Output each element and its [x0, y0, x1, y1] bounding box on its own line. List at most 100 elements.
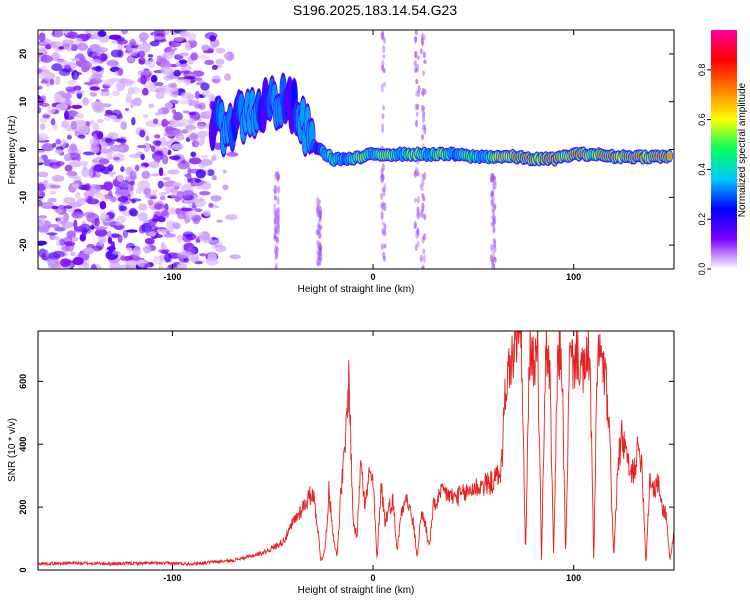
heatmap-noise-cell [164, 30, 169, 36]
heatmap-noise-cell [40, 54, 53, 63]
heatmap-noise-cell [164, 102, 173, 110]
heatmap-noise-cell [38, 200, 43, 207]
heatmap-noise-cell [139, 165, 146, 169]
heatmap-noise-cell [48, 223, 60, 228]
heatmap-noise-cell [171, 82, 177, 89]
heatmap-noise-cell [216, 219, 224, 223]
heatmap-noise-cell [129, 198, 142, 202]
heatmap-noise-cell [70, 120, 78, 130]
heatmap-noise-cell [195, 169, 206, 179]
heatmap-streak-cell [417, 85, 421, 93]
heatmap-streak-cell [421, 40, 425, 47]
heatmap-streak-cell [317, 199, 321, 205]
heatmap-noise-cell [120, 121, 127, 130]
heatmap-streak-cell [414, 197, 418, 203]
heatmap-streak-cell [493, 180, 497, 190]
heatmap-noise-cell [38, 106, 42, 114]
heatmap-noise-cell [89, 58, 102, 65]
heatmap-noise-cell [166, 180, 174, 186]
heatmap-noise-cell [142, 114, 149, 119]
snr-series-line [38, 331, 674, 567]
heatmap-streak-cell [416, 103, 420, 111]
heatmap-noise-cell [137, 50, 146, 58]
heatmap-noise-cell [97, 30, 107, 37]
heatmap-noise-cell [107, 230, 112, 239]
heatmap-noise-cell [154, 234, 163, 238]
heatmap-noise-cell [71, 211, 84, 219]
heatmap-noise-cell [194, 178, 201, 183]
heatmap-noise-cell [179, 99, 192, 105]
heatmap-noise-cell [56, 216, 66, 225]
heatmap-noise-cell [64, 116, 75, 120]
heatmap-streak-cell [492, 197, 496, 202]
heatmap-noise-cell [139, 263, 152, 269]
heatmap-noise-cell [117, 234, 123, 244]
figure-title: S196.2025.183.14.54.G23 [293, 2, 457, 18]
heatmap-noise-cell [97, 235, 107, 245]
heatmap-streak-cell [491, 173, 495, 182]
heatmap-noise-cell [40, 65, 47, 71]
heatmap-streak-cell [380, 83, 384, 93]
heatmap-noise-cell [107, 236, 113, 245]
heatmap-noise-cell [115, 81, 126, 92]
heatmap-noise-cell [154, 82, 164, 87]
heatmap-noise-cell [92, 122, 100, 131]
heatmap-streak-cell [380, 243, 384, 250]
heatmap-streak-cell [274, 262, 278, 268]
heatmap-noise-cell [66, 230, 77, 239]
heatmap-noise-cell [103, 181, 114, 191]
heatmap-noise-cell [109, 171, 114, 177]
heatmap-noise-cell [89, 225, 95, 230]
heatmap-noise-cell [89, 86, 101, 91]
heatmap-noise-cell [96, 131, 104, 140]
heatmap-streak-cell [420, 104, 424, 112]
snr-y-ticks: 0 200 400 600 [18, 374, 674, 573]
heatmap-noise-cell [50, 118, 56, 126]
heatmap-noise-cell [95, 65, 102, 72]
heatmap-streak-cell [414, 35, 418, 44]
heatmap-y-axis-label: Frequency (Hz) [7, 116, 18, 185]
heatmap-noise-cell [67, 80, 77, 86]
heatmap-streak-cell [415, 111, 419, 117]
heatmap-noise-cell [75, 180, 80, 184]
heatmap-noise-cell [82, 97, 89, 106]
heatmap-noise-cell [61, 93, 73, 99]
heatmap-noise-cell [122, 229, 129, 239]
heatmap-streak-cell [420, 134, 424, 141]
heatmap-noise-cell [201, 89, 211, 98]
heatmap-noise-cell [154, 150, 165, 156]
heatmap-noise-cell [61, 245, 70, 252]
heatmap-noise-cell [153, 36, 165, 40]
heatmap-noise-cell [150, 74, 158, 83]
heatmap-noise-cell [149, 195, 157, 200]
heatmap-noise-cell [199, 253, 208, 257]
heatmap-streak-cell [382, 189, 386, 197]
heatmap-noise-cell [89, 138, 98, 146]
heatmap-noise-cell [125, 96, 132, 103]
heatmap-noise-cell [186, 93, 195, 101]
heatmap-noise-cell [164, 252, 172, 263]
heatmap-noise-cell [54, 30, 63, 37]
heatmap-streak-cell [416, 227, 420, 236]
heatmap-noise-cell [183, 257, 190, 263]
heatmap-noise-cell [70, 152, 80, 161]
heatmap-noise-cell [167, 207, 176, 214]
heatmap-noise-cell [63, 205, 73, 209]
heatmap-noise-cell [198, 130, 212, 137]
heatmap-noise-cell [63, 212, 70, 222]
heatmap-noise-cell [176, 78, 186, 84]
heatmap-noise-cell [160, 244, 167, 251]
heatmap-streak-cell [491, 264, 495, 269]
heatmap-noise-cell [61, 124, 67, 128]
heatmap-streak-cell [422, 51, 426, 59]
heatmap-noise-cell [70, 236, 79, 242]
heatmap-noise-cell [88, 167, 93, 178]
heatmap-streak-cell [421, 70, 425, 76]
heatmap-noise-cell [188, 157, 202, 165]
heatmap-noise-cell [54, 226, 66, 232]
heatmap-streak-cell [381, 163, 385, 172]
heatmap-streak-cell [273, 194, 277, 201]
heatmap-noise-cell [117, 68, 124, 76]
heatmap-streak-cell [318, 231, 322, 240]
